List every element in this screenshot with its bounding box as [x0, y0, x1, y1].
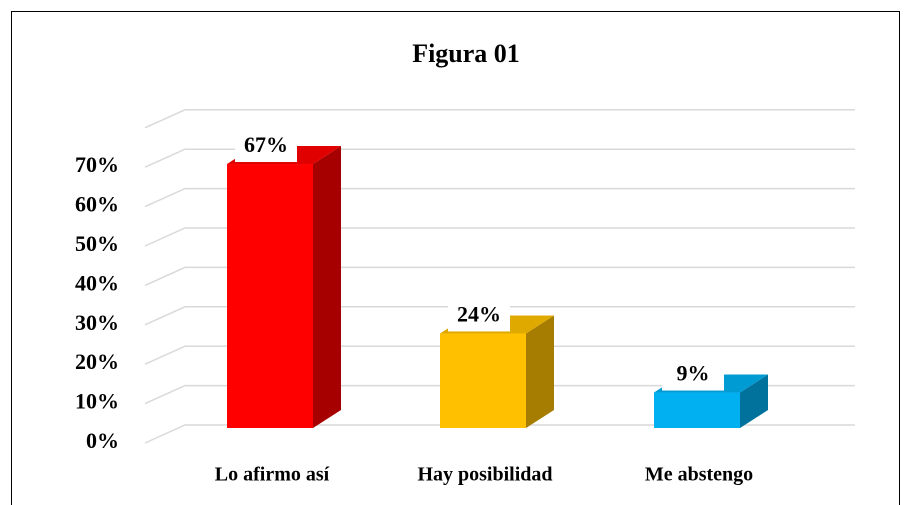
- y-tick-label: 10%: [75, 389, 119, 414]
- value-label-bg: [662, 362, 724, 391]
- bar: [440, 333, 526, 428]
- y-tick-label: 50%: [75, 231, 119, 256]
- grid-line: [144, 109, 855, 129]
- bar-side: [526, 315, 554, 428]
- y-tick-label: 40%: [75, 270, 119, 295]
- y-tick-label: 30%: [75, 310, 119, 335]
- bar-side: [313, 146, 341, 428]
- y-tick-label: 70%: [75, 152, 119, 177]
- value-label-bg: [448, 303, 510, 332]
- value-label-bg: [235, 134, 297, 163]
- chart-title: Figura 01: [412, 39, 520, 68]
- grid-line: [144, 187, 855, 208]
- y-tick-label: 60%: [75, 192, 119, 217]
- grid-line: [144, 266, 855, 287]
- bar: [227, 164, 313, 428]
- chart-border: [11, 11, 900, 505]
- value-label: 67%: [244, 132, 288, 157]
- y-tick-label: 20%: [75, 349, 119, 374]
- x-tick-label: Lo afirmo así: [215, 464, 330, 486]
- grid-line: [144, 345, 855, 365]
- grid-line: [144, 306, 855, 326]
- grid-line: [144, 148, 855, 168]
- x-tick-label: Me abstengo: [645, 464, 753, 486]
- y-tick-label: 0%: [86, 428, 119, 453]
- bar: [654, 392, 740, 428]
- grid-line: [144, 384, 855, 405]
- bar-side: [740, 374, 768, 428]
- value-label: 24%: [457, 301, 501, 326]
- value-label: 9%: [677, 361, 710, 386]
- grid-line: [144, 227, 855, 247]
- grid-line: [144, 424, 855, 444]
- x-tick-label: Hay posibilidad: [417, 464, 552, 486]
